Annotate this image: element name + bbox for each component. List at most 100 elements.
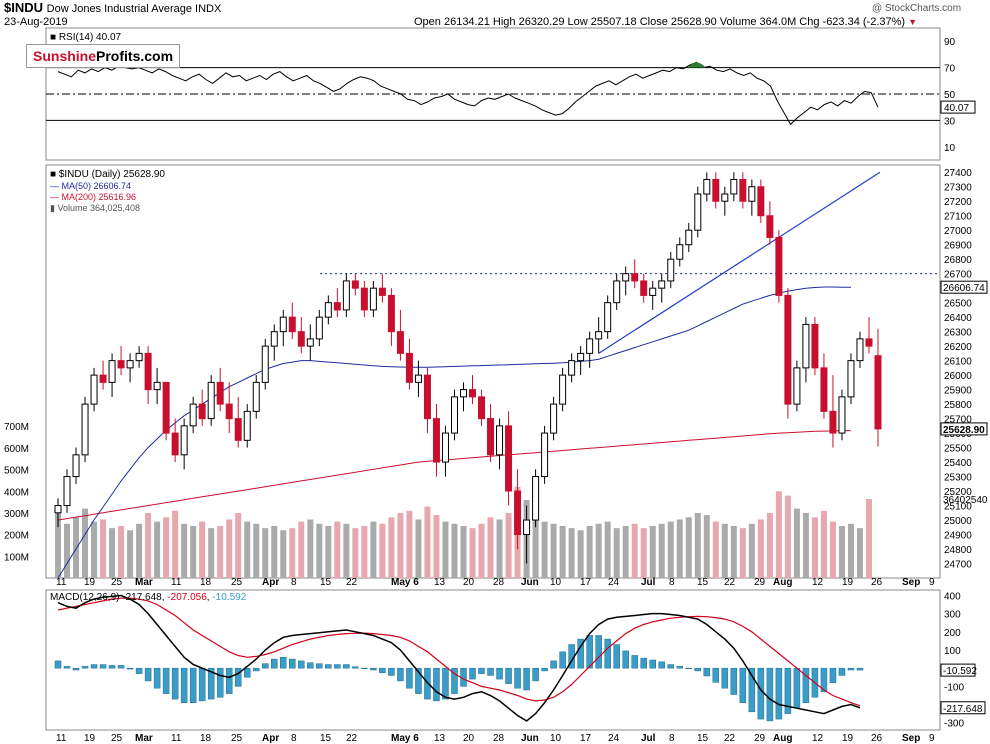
volume-bar [820,510,827,578]
rsi-line [57,61,879,126]
volume-bar [361,525,368,578]
candle-body [874,355,882,430]
volume-bar [262,528,269,578]
candle-body [604,302,612,333]
macd-hist-bar [649,659,656,669]
volume-bar [280,530,287,578]
macd-hist-bar [135,667,143,674]
volume-bar [370,521,377,578]
macd-hist-bar [694,667,702,672]
candle-body [775,236,783,296]
macd-hist-bar [298,660,305,669]
price-tick-label: 25700 [944,415,972,426]
candle-body [135,352,143,362]
macd-hist-bar [316,663,323,669]
candle-body [234,418,242,441]
x-tick-label: 29 [754,733,766,744]
x-tick-label: 15 [697,733,709,744]
x-tick-label: Apr [262,577,279,588]
volume-bar [172,510,179,578]
candle-body [739,178,747,202]
volume-bar [802,512,809,578]
macd-tick-label: -300 [944,719,964,730]
macd-hist-bar [766,667,774,722]
volume-bar [550,523,557,578]
candle-body [315,316,323,340]
candle-body [757,186,765,217]
candle-body [613,280,621,304]
volume-bar [100,519,107,578]
x-tick-label: 8 [669,577,675,588]
candle-body [676,244,684,260]
volume-bar [460,525,467,578]
x-tick-label: 12 [812,577,824,588]
volume-bar [577,530,584,578]
price-tick-label: 27100 [944,212,972,223]
ma50-value-box [940,280,988,294]
x-tick-label: 18 [200,577,212,588]
candle-body [496,425,504,456]
macd-hist-bar [739,667,747,703]
price-tick-label: 24700 [944,560,972,571]
volume-bar [433,515,440,578]
candle-body [432,418,440,463]
macd-hist-bar [820,667,828,693]
volume-bar [532,515,539,578]
signal-line [57,597,861,707]
price-tick-label: 27400 [944,168,972,179]
price-tick-label: 24900 [944,531,972,542]
candle-body [658,280,666,289]
support-trendline [598,171,881,354]
x-tick-label: 26 [871,733,883,744]
x-tick-label: May 6 [391,577,419,588]
volume-bar [865,499,872,578]
price-tick-label: 25400 [944,458,972,469]
ma200-line [57,430,852,521]
x-tick-label: 22 [346,733,358,744]
macd-hist-bar [63,666,71,669]
candle-body [72,454,80,478]
volume-bar [127,530,134,578]
x-tick-label: Jun [521,733,539,744]
close-value-box [940,422,988,436]
ohlc-text: Open 26134.21 High 26320.29 Low 25507.18… [414,16,906,28]
candle-body [730,178,738,195]
macd-title: MACD(12,26,9) -217.648, -207.056, -10.59… [50,592,247,603]
x-tick-label: 10 [550,733,562,744]
volume-bar [289,528,296,578]
volume-bar [604,521,611,578]
x-tick-label: Jul [641,577,656,588]
macd-hist-bar [712,667,720,683]
candle-body [568,360,576,376]
volume-bar [181,523,188,578]
price-tick-label: 27000 [944,226,972,237]
volume-bar [154,521,161,578]
x-tick-label: 18 [200,733,212,744]
candle-body [198,403,206,420]
candle-body [54,505,62,514]
logo-part2: Profits.com [96,48,174,64]
volume-bar [451,523,458,578]
macd-hist-bar [658,661,665,669]
macd-hist-bar [153,667,161,689]
macd-tick-label: 300 [944,610,961,621]
x-tick-label: 25 [111,577,123,588]
volume-bar [829,521,836,578]
candle-body [450,396,458,434]
macd-hist-bar [613,644,620,669]
volume-bar [739,528,746,578]
candle-body [180,425,188,456]
volume-bar [478,523,485,578]
rsi-tick-label: 70 [944,64,956,75]
volume-tick-label: 300M [4,509,29,520]
x-tick-label: May 6 [391,733,419,744]
macd-hist-bar [838,667,846,676]
macd-hist-bar [171,667,179,700]
macd-hist-bar [748,667,756,713]
candle-body [261,345,269,383]
candle-body [81,403,89,456]
candle-body [523,519,531,536]
macd-hist-bar [379,667,386,673]
candle-body [829,410,837,434]
price-tick-label: 25000 [944,516,972,527]
